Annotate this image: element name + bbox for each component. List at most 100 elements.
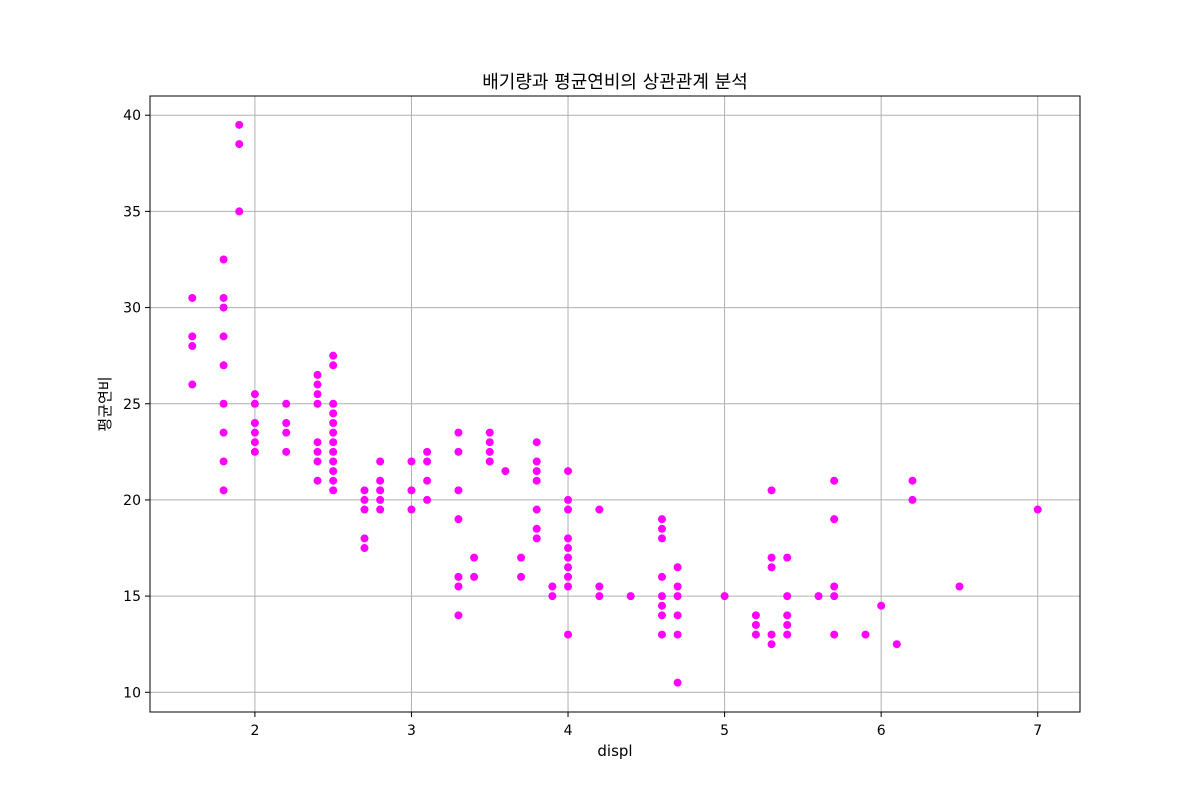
data-point xyxy=(313,457,322,466)
data-point xyxy=(767,553,776,562)
data-point xyxy=(329,428,338,437)
y-tick-label: 35 xyxy=(123,204,141,220)
data-point xyxy=(219,361,228,370)
data-point xyxy=(188,380,197,389)
chart-title: 배기량과 평균연비의 상관관계 분석 xyxy=(482,72,748,93)
data-point xyxy=(532,457,541,466)
x-tick-label: 2 xyxy=(250,723,259,739)
data-point xyxy=(250,399,259,408)
ticks-layer: 2 3 4 5 6 7 10 15 20 25 30 35 40 xyxy=(123,108,1042,739)
data-point xyxy=(814,592,823,601)
data-point xyxy=(564,630,573,639)
data-point xyxy=(673,611,682,620)
data-point xyxy=(892,640,901,649)
data-point xyxy=(329,409,338,418)
data-point xyxy=(767,486,776,495)
data-point xyxy=(501,467,510,476)
data-point xyxy=(720,592,729,601)
data-point xyxy=(360,495,369,504)
data-point xyxy=(673,563,682,572)
data-point xyxy=(250,418,259,427)
x-tick-label: 3 xyxy=(407,723,416,739)
data-point xyxy=(329,418,338,427)
data-point xyxy=(751,630,760,639)
data-point xyxy=(188,342,197,351)
data-point xyxy=(532,505,541,514)
data-point xyxy=(454,572,463,581)
data-point xyxy=(564,582,573,591)
data-point xyxy=(532,524,541,533)
y-tick-label: 15 xyxy=(123,589,141,605)
data-point xyxy=(313,476,322,485)
data-point xyxy=(532,534,541,543)
data-point xyxy=(313,447,322,456)
data-point xyxy=(767,640,776,649)
data-point xyxy=(517,572,526,581)
data-point xyxy=(517,553,526,562)
data-point xyxy=(783,592,792,601)
data-point xyxy=(219,399,228,408)
points-layer xyxy=(188,120,1042,687)
x-tick-label: 5 xyxy=(720,723,729,739)
data-point xyxy=(673,630,682,639)
data-point xyxy=(407,505,416,514)
data-point xyxy=(376,486,385,495)
data-point xyxy=(329,486,338,495)
data-point xyxy=(830,592,839,601)
data-point xyxy=(470,553,479,562)
data-point xyxy=(454,447,463,456)
data-point xyxy=(329,447,338,456)
data-point xyxy=(407,486,416,495)
y-tick-label: 25 xyxy=(123,397,141,413)
data-point xyxy=(955,582,964,591)
data-point xyxy=(219,457,228,466)
data-point xyxy=(235,207,244,216)
data-point xyxy=(376,495,385,504)
data-point xyxy=(485,447,494,456)
data-point xyxy=(548,592,557,601)
data-point xyxy=(673,592,682,601)
data-point xyxy=(532,467,541,476)
data-point xyxy=(626,592,635,601)
data-point xyxy=(219,255,228,264)
data-point xyxy=(657,592,666,601)
data-point xyxy=(673,678,682,687)
data-point xyxy=(783,630,792,639)
data-point xyxy=(282,428,291,437)
data-point xyxy=(830,515,839,524)
data-point xyxy=(407,457,416,466)
data-point xyxy=(219,486,228,495)
data-point xyxy=(454,428,463,437)
data-point xyxy=(548,582,557,591)
data-point xyxy=(329,351,338,360)
data-point xyxy=(454,515,463,524)
data-point xyxy=(532,476,541,485)
data-point xyxy=(219,303,228,312)
grid-layer xyxy=(150,96,1080,712)
data-point xyxy=(485,457,494,466)
data-point xyxy=(564,563,573,572)
data-point xyxy=(595,582,604,591)
data-point xyxy=(830,476,839,485)
data-point xyxy=(423,457,432,466)
x-axis-label: displ xyxy=(597,742,632,760)
data-point xyxy=(470,572,479,581)
y-tick-label: 20 xyxy=(123,493,141,509)
data-point xyxy=(282,447,291,456)
data-point xyxy=(657,534,666,543)
data-point xyxy=(313,390,322,399)
data-point xyxy=(219,293,228,302)
data-point xyxy=(657,601,666,610)
data-point xyxy=(877,601,886,610)
data-point xyxy=(767,563,776,572)
data-point xyxy=(282,418,291,427)
data-point xyxy=(423,476,432,485)
x-tick-label: 6 xyxy=(877,723,886,739)
data-point xyxy=(595,592,604,601)
data-point xyxy=(329,467,338,476)
data-point xyxy=(657,515,666,524)
data-point xyxy=(657,524,666,533)
data-point xyxy=(235,140,244,149)
data-point xyxy=(329,457,338,466)
data-point xyxy=(908,495,917,504)
